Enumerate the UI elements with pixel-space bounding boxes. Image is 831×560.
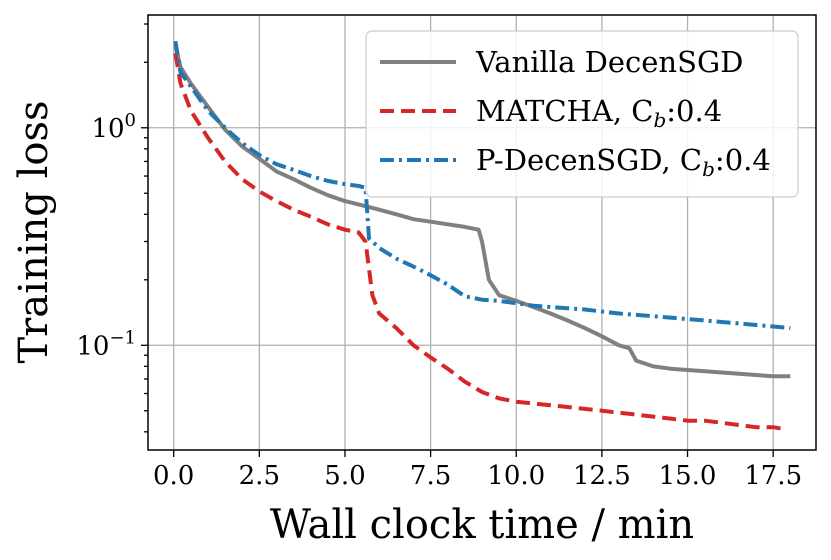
- series-line: [173, 52, 788, 432]
- x-tick-label: 0.0: [153, 461, 194, 491]
- legend-box: [365, 30, 799, 198]
- x-axis-label: Wall clock time / min: [270, 502, 694, 548]
- series-lines: [173, 40, 791, 432]
- axis-ticks: 0.0 2.5 5.0 7.5 10.0 12.5 15.0 17.5 100 10−1: [76, 23, 802, 491]
- series-line: [173, 44, 791, 379]
- legend-label: P-DecenSGD, Cb:0.4: [476, 143, 771, 181]
- x-tick-label: 10.0: [487, 461, 545, 491]
- series-line: [173, 40, 791, 331]
- y-tick-label: 10−1: [76, 327, 136, 361]
- x-tick-label: 7.5: [410, 461, 451, 491]
- x-tick-label: 5.0: [324, 461, 365, 491]
- x-tick-label: 17.5: [744, 461, 802, 491]
- legend-label: Vanilla DecenSGD: [475, 45, 743, 79]
- x-tick-label: 2.5: [239, 461, 280, 491]
- y-tick-label: 100: [91, 110, 136, 144]
- y-axis-label: Training loss: [11, 100, 57, 363]
- legend: Vanilla DecenSGD MATCHA, Cb:0.4 P-DecenSGD…: [365, 30, 799, 198]
- x-tick-label: 12.5: [573, 461, 631, 491]
- x-tick-label: 15.0: [659, 461, 717, 491]
- plot-frame: [147, 14, 817, 451]
- legend-label: MATCHA, Cb:0.4: [476, 94, 722, 132]
